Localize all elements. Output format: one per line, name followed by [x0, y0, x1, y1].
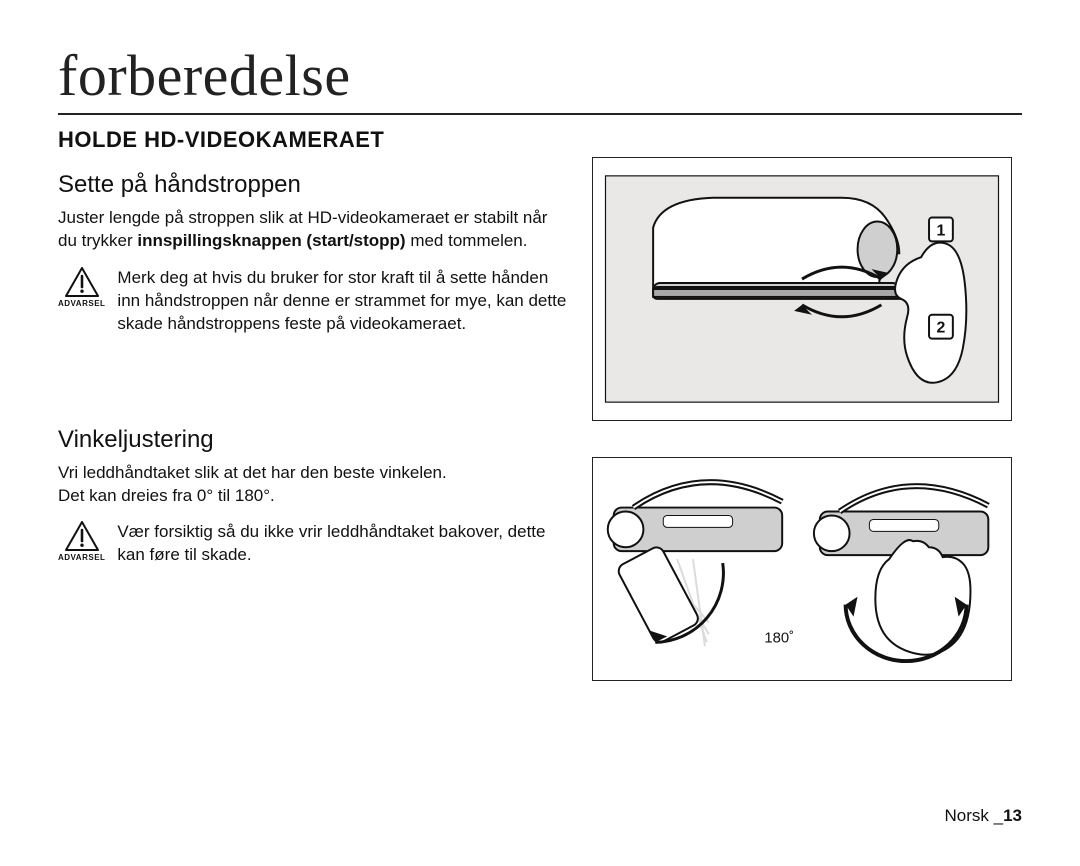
footer-page-number: 13 [1003, 806, 1022, 825]
handstrap-figure: 1 2 [592, 157, 1012, 421]
handstrap-warning-text: Merk deg at hvis du bruker for stor kraf… [117, 267, 568, 336]
footer-lang: Norsk _ [945, 806, 1004, 825]
angle-label: 180˚ [764, 630, 794, 646]
angle-warning-text: Vær forsiktig så du ikke vrir leddhåndta… [117, 521, 568, 567]
page-footer: Norsk _13 [945, 806, 1023, 826]
angle-body-2: Det kan dreies fra 0° til 180°. [58, 485, 568, 508]
handstrap-illustration: 1 2 [593, 158, 1011, 420]
angle-heading: Vinkeljustering [58, 426, 568, 454]
page-title: forberedelse [58, 46, 1022, 107]
angle-illustration: 180˚ [593, 458, 1011, 680]
angle-section: Vinkeljustering Vri leddhåndtaket slik a… [58, 426, 568, 568]
figure-column: 1 2 [592, 153, 1022, 681]
handstrap-body: Juster lengde på stroppen slik at HD-vid… [58, 207, 568, 253]
handstrap-warning: ADVARSEL Merk deg at hvis du bruker for … [58, 267, 568, 336]
warning-icon: ADVARSEL [58, 521, 105, 562]
warning-icon: ADVARSEL [58, 267, 105, 308]
angle-warning: ADVARSEL Vær forsiktig så du ikke vrir l… [58, 521, 568, 567]
manual-page: forberedelse HOLDE HD-VIDEOKAMERAET Sett… [0, 0, 1080, 866]
handstrap-body-bold: innspillingsknappen (start/stopp) [137, 231, 405, 250]
handstrap-body-post: med tommelen. [406, 231, 528, 250]
handstrap-heading: Sette på håndstroppen [58, 171, 568, 199]
title-rule [58, 113, 1022, 115]
warning-label: ADVARSEL [58, 553, 105, 562]
fig-marker-2: 2 [937, 320, 946, 337]
warning-label: ADVARSEL [58, 299, 105, 308]
fig-marker-1: 1 [937, 222, 946, 239]
section-heading: HOLDE HD-VIDEOKAMERAET [58, 127, 1022, 153]
text-column: Sette på håndstroppen Juster lengde på s… [58, 153, 568, 681]
angle-figure: 180˚ [592, 457, 1012, 681]
content-columns: Sette på håndstroppen Juster lengde på s… [58, 153, 1022, 681]
angle-body-1: Vri leddhåndtaket slik at det har den be… [58, 462, 568, 485]
